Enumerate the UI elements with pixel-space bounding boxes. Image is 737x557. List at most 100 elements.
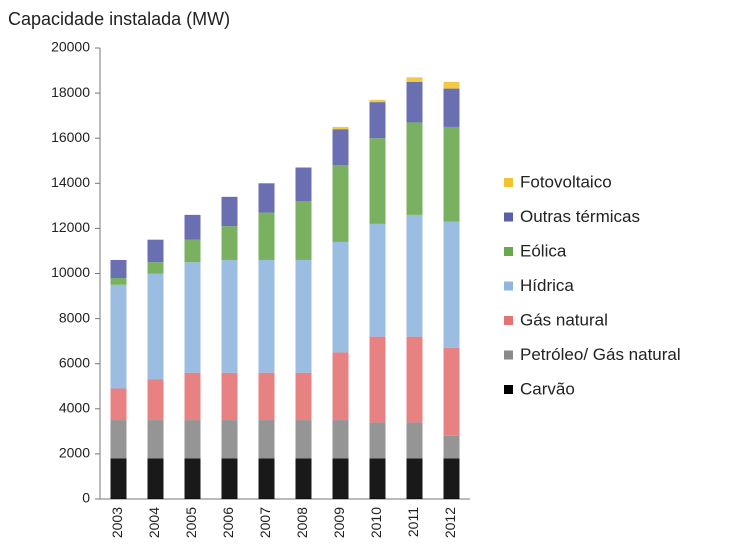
bar-segment [332,420,349,459]
legend-label: Eólica [520,241,567,260]
y-tick-label: 16000 [51,129,90,145]
bar-segment [332,458,349,499]
y-tick-label: 4000 [59,400,90,416]
bar-segment [295,372,312,421]
bar-segment [258,259,275,373]
chart-title: Capacidade instalada (MW) [8,9,230,29]
bar-segment [443,126,460,222]
bar-segment [406,336,423,423]
bar-segment [221,259,238,373]
bar-segment [369,336,386,423]
bar-segment [184,214,201,240]
bar-segment [332,352,349,421]
legend-swatch [504,316,513,325]
bar-segment [295,420,312,459]
bar-segment [221,196,238,227]
bar-segment [443,221,460,348]
y-tick-label: 12000 [51,219,90,235]
bar-segment [147,273,164,380]
bar-segment [369,138,386,224]
bar-segment [184,239,201,263]
legend-swatch [504,247,513,256]
bar-segment [258,372,275,421]
bar-segment [147,262,164,274]
bar-segment [369,422,386,459]
bar-segment [258,420,275,459]
bar-segment [406,422,423,459]
x-tick-label: 2006 [220,507,236,538]
legend-swatch [504,212,513,222]
legend-swatch [504,281,513,291]
bar-segment [147,379,164,421]
bar-segment [332,126,349,130]
y-tick-label: 20000 [51,39,90,55]
bar-segment [369,458,386,499]
bar-segment [443,458,460,499]
legend-swatch [504,385,513,394]
bar-segment [406,122,423,215]
bar-segment [110,278,127,285]
bar-segment [258,458,275,499]
bar-segment [147,239,164,263]
bar-segment [369,223,386,337]
bar-segment [295,167,312,202]
bar-segment [332,241,349,353]
bar-segment [443,88,460,127]
bar-segment [147,458,164,499]
bar-segment [369,102,386,139]
legend-label: Carvão [520,379,575,398]
bar-segment [110,284,127,389]
y-tick-label: 0 [82,490,90,506]
bar-segment [110,388,127,421]
bar-segment [295,201,312,260]
bar-segment [406,458,423,499]
legend-swatch [504,178,513,187]
bar-segment [406,214,423,337]
x-tick-label: 2011 [405,507,421,537]
y-tick-label: 18000 [51,84,90,100]
legend-label: Petróleo/ Gás natural [520,345,681,364]
bar-segment [406,81,423,123]
y-tick-label: 10000 [51,264,90,280]
bar-segment [369,99,386,103]
bar-segment [258,212,275,260]
legend-label: Gás natural [520,310,608,329]
x-tick-label: 2005 [183,507,199,538]
bar-segment [406,77,423,82]
bar-segment [258,183,275,213]
bar-segment [221,226,238,260]
bar-segment [332,165,349,242]
bar-segment [110,420,127,459]
bar-segment [184,420,201,459]
legend-label: Outras térmicas [520,207,640,226]
bar-segment [295,259,312,373]
bar-segment [443,347,460,436]
bar-segment [184,458,201,499]
x-tick-label: 2010 [368,507,384,538]
x-tick-label: 2004 [146,507,162,538]
bar-segment [110,259,127,279]
bar-segment [221,458,238,499]
x-tick-label: 2007 [257,507,273,538]
x-tick-label: 2003 [109,507,125,538]
bar-segment [295,458,312,499]
bar-segment [110,458,127,499]
legend-swatch [504,350,513,360]
x-tick-label: 2008 [294,507,310,538]
x-tick-label: 2009 [331,507,347,538]
bar-segment [147,420,164,459]
y-tick-label: 8000 [59,309,90,325]
bar-segment [184,262,201,373]
x-tick-label: 2012 [442,507,458,538]
y-tick-label: 2000 [59,445,90,461]
bar-segment [221,420,238,459]
bar-segment [443,435,460,459]
y-tick-label: 14000 [51,174,90,190]
bar-segment [184,372,201,421]
legend-label: Hídrica [520,276,574,295]
legend-label: Fotovoltaico [520,172,612,191]
y-tick-label: 6000 [59,354,90,370]
bar-segment [443,81,460,89]
bar-segment [332,129,349,166]
